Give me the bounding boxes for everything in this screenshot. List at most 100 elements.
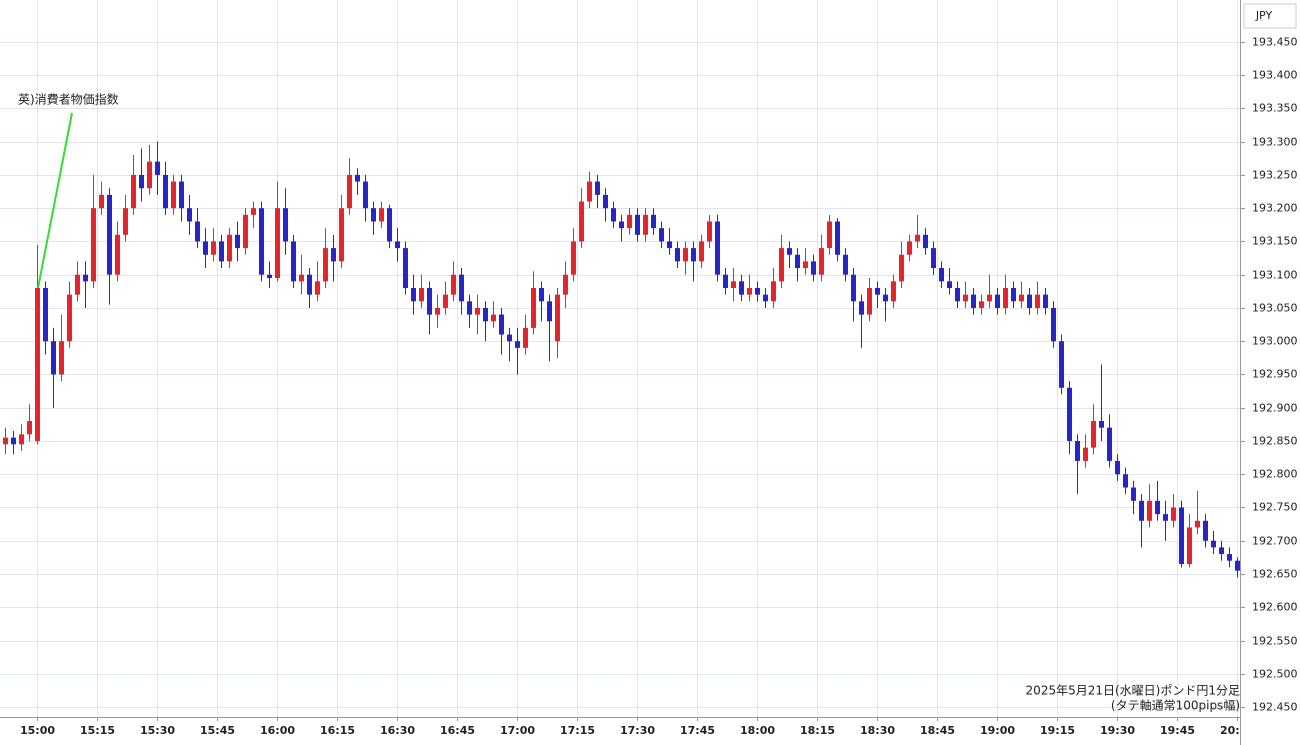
candle-body <box>755 287 760 295</box>
annotation: 英)消費者物価指数 <box>18 92 119 107</box>
candle-body <box>715 221 720 275</box>
candle-body <box>363 181 368 209</box>
y-tick-label: 192.750 <box>1252 501 1298 514</box>
candle-body <box>787 248 792 255</box>
x-tick-label: 16:15 <box>320 724 355 737</box>
candle-body <box>1043 294 1048 308</box>
candle-body <box>747 287 752 295</box>
candle-body <box>531 287 536 328</box>
candle-body <box>283 208 288 242</box>
candle-body <box>491 314 496 322</box>
candle-body <box>1179 507 1184 565</box>
candle-body <box>1131 487 1136 501</box>
candle-body <box>243 214 248 249</box>
candle-body <box>395 241 400 249</box>
candle-body <box>43 287 48 342</box>
candle-body <box>827 221 832 249</box>
candle-body <box>515 341 520 348</box>
candle-body <box>867 287 872 315</box>
candle-body <box>59 341 64 375</box>
x-tick-label: 16:45 <box>440 724 475 737</box>
candle-body <box>331 248 336 262</box>
x-tick-label: 17:45 <box>680 724 715 737</box>
candle-body <box>603 194 608 209</box>
candle-body <box>131 174 136 209</box>
y-tick-label: 192.800 <box>1252 468 1298 481</box>
candle-body <box>643 214 648 235</box>
candle-body <box>699 241 704 262</box>
x-tick-label: 17:00 <box>500 724 535 737</box>
candle-body <box>707 221 712 242</box>
candle-body <box>307 274 312 295</box>
x-tick-label: 19:15 <box>1040 724 1075 737</box>
candle-body <box>619 221 624 229</box>
candle-body <box>163 174 168 209</box>
currency-box <box>1243 3 1297 29</box>
y-tick-label: 193.000 <box>1252 335 1298 348</box>
candle-body <box>91 208 96 282</box>
candle-body <box>539 287 544 302</box>
candle-body <box>123 208 128 235</box>
candle-body <box>339 208 344 262</box>
candle-body <box>659 228 664 242</box>
candle-body <box>147 161 152 189</box>
x-tick-label: 17:15 <box>560 724 595 737</box>
candle-body <box>1035 294 1040 308</box>
candle-body <box>467 301 472 315</box>
y-tick-label: 192.650 <box>1252 568 1298 581</box>
candle-body <box>1139 500 1144 521</box>
candle-body <box>1155 500 1160 515</box>
candle-body <box>451 274 456 295</box>
x-tick-label: 19:30 <box>1100 724 1135 737</box>
candle-body <box>723 274 728 288</box>
candle-body <box>483 307 488 322</box>
candle-body <box>1107 427 1112 461</box>
note: (タテ軸通常100pips幅) <box>1111 698 1240 713</box>
candle-body <box>1003 287 1008 308</box>
candle-body <box>939 268 944 282</box>
candle-body <box>611 208 616 222</box>
x-tick-label: 19:00 <box>980 724 1015 737</box>
x-tick-label: 15:15 <box>80 724 115 737</box>
candle-body <box>859 301 864 315</box>
currency-label: JPY <box>1255 9 1273 22</box>
candle-body <box>923 234 928 249</box>
candle-body <box>907 241 912 255</box>
candle-body <box>851 274 856 302</box>
candle-body <box>51 341 56 375</box>
candle-body <box>419 287 424 302</box>
candle-body <box>963 294 968 302</box>
x-tick-label: 15:30 <box>140 724 175 737</box>
y-tick-label: 192.450 <box>1252 701 1298 714</box>
y-tick-label: 192.500 <box>1252 668 1298 681</box>
candle-body <box>323 248 328 282</box>
candle-body <box>579 201 584 242</box>
candle-body <box>187 208 192 222</box>
candle-body <box>883 294 888 302</box>
candle-body <box>1195 520 1200 528</box>
candle-body <box>291 241 296 282</box>
candle-body <box>1123 474 1128 488</box>
candle-body <box>667 241 672 249</box>
candle-body <box>475 307 480 315</box>
candle-body <box>931 248 936 269</box>
y-tick-label: 192.550 <box>1252 635 1298 648</box>
y-tick-label: 192.850 <box>1252 435 1298 448</box>
candle-body <box>1187 527 1192 565</box>
candle-body <box>387 208 392 242</box>
candle-body <box>267 274 272 279</box>
x-tick-label: 16:00 <box>260 724 295 737</box>
candle-body <box>1083 447 1088 461</box>
candle-body <box>227 234 232 262</box>
candle-body <box>211 241 216 255</box>
candle-body <box>1163 514 1168 521</box>
candles <box>3 141 1240 578</box>
candle-body <box>987 294 992 302</box>
candle-body <box>1051 307 1056 342</box>
y-tick-label: 193.400 <box>1252 69 1298 82</box>
candle-body <box>179 181 184 209</box>
candle-body <box>299 274 304 282</box>
candle-body <box>507 334 512 342</box>
candle-body <box>627 214 632 229</box>
